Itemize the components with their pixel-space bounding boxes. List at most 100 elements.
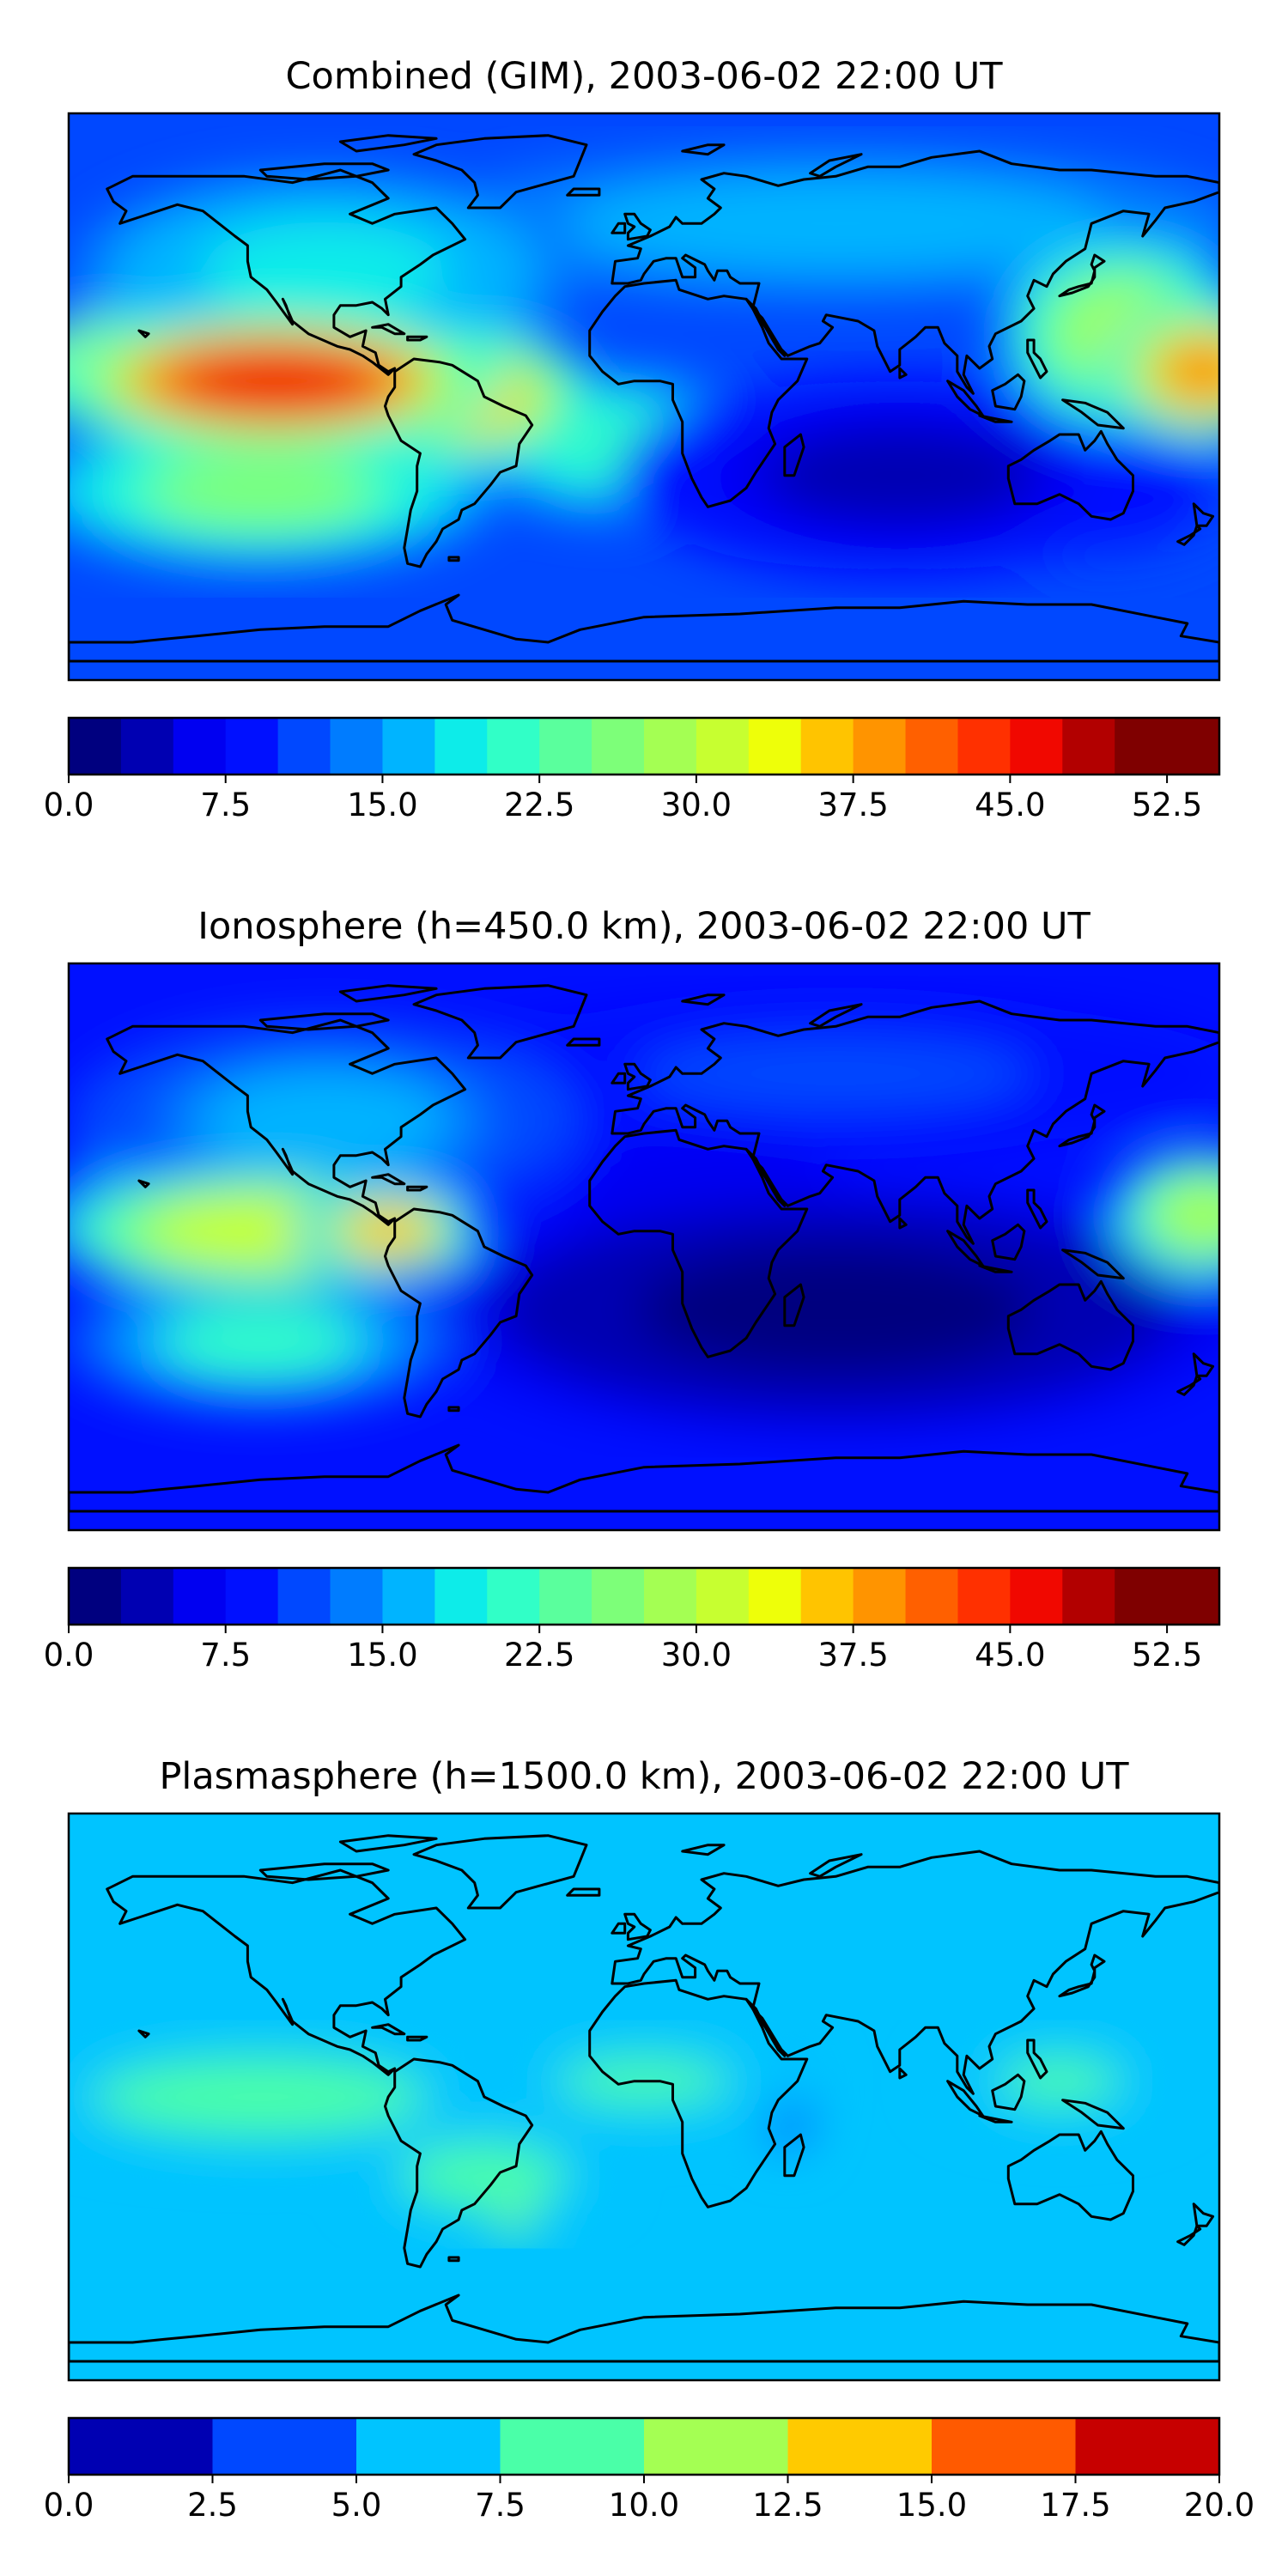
- coastline: [611, 222, 627, 234]
- coastline: [611, 149, 1219, 395]
- colorbar-tick-label: 22.5: [504, 787, 574, 823]
- colorbar-tick-label: 15.0: [896, 2487, 967, 2524]
- colorbar-segment: [539, 1568, 592, 1625]
- field-contour: [200, 1072, 449, 1170]
- coastline: [412, 134, 588, 210]
- coastline: [137, 329, 150, 338]
- colorbar-tick-label: 17.5: [1040, 2487, 1110, 2524]
- colorbar: 0.0 2.5 5.0 7.5 10.0 12.5 15.0 17.5 20.0: [44, 2416, 1255, 2524]
- coastline: [447, 2256, 460, 2263]
- colorbar-segment: [382, 1568, 435, 1625]
- coastline: [1026, 2038, 1048, 2080]
- colorbar-segment: [1167, 718, 1220, 775]
- colorbar-segment: [330, 718, 383, 775]
- coastlines: [69, 1834, 1219, 2363]
- coastline: [623, 1912, 652, 1941]
- colorbar-tick-label: 7.5: [200, 787, 251, 823]
- colorbar-segment: [800, 718, 854, 775]
- coastline: [1006, 429, 1134, 521]
- colorbar: 0.0 7.5 15.0 22.5 30.0 37.5 45.0 52.5: [44, 1566, 1221, 1674]
- field-contour: [763, 426, 1036, 525]
- colorbar-segment: [487, 718, 540, 775]
- coastline: [1061, 398, 1125, 430]
- coastline: [566, 187, 601, 197]
- panel-plasmasphere: Plasmasphere (h=1500.0 km), 2003-06-02 2…: [44, 1755, 1255, 2524]
- coastline: [338, 984, 438, 1003]
- coastline: [106, 168, 467, 376]
- colorbar-segment: [957, 718, 1011, 775]
- colorbar-segment: [644, 1568, 697, 1625]
- field-contour: [200, 222, 449, 320]
- colorbar-tick-label: 37.5: [817, 1637, 888, 1674]
- coastlines: [69, 134, 1219, 663]
- coastline: [338, 134, 438, 153]
- coastline: [623, 1062, 652, 1091]
- colorbar-segment: [592, 1568, 645, 1625]
- coastline: [1006, 1279, 1134, 1371]
- colorbar-tick-label: 52.5: [1132, 787, 1202, 823]
- coastline: [978, 2114, 1013, 2123]
- colorbar-segment: [1075, 2418, 1220, 2475]
- coastline: [783, 1283, 805, 1327]
- coastline: [898, 2067, 908, 2080]
- colorbar-segment: [69, 718, 122, 775]
- colorbar-segment: [487, 1568, 540, 1625]
- coastline: [384, 1207, 534, 1419]
- coastline: [137, 1179, 150, 1188]
- colorbar-segment: [748, 718, 802, 775]
- colorbar-tick-label: 5.0: [331, 2487, 382, 2524]
- colorbar-segment: [500, 2418, 645, 2475]
- colorbar-segment: [932, 2418, 1076, 2475]
- coastline: [588, 278, 809, 508]
- colorbar-segment: [853, 1568, 907, 1625]
- field-features: [69, 2031, 1188, 2239]
- field-contour: [161, 1307, 360, 1376]
- coastline: [611, 1850, 1219, 2095]
- coastline: [783, 433, 805, 477]
- colorbar-segment: [212, 2418, 357, 2475]
- coastline: [406, 335, 428, 342]
- coastline: [623, 212, 652, 241]
- colorbar-segment: [696, 1568, 750, 1625]
- coastline: [1058, 1953, 1106, 1998]
- colorbar-tick-label: 45.0: [975, 1637, 1045, 1674]
- colorbar-segment: [748, 1568, 802, 1625]
- colorbar-segment: [382, 718, 435, 775]
- colorbar-segment: [905, 1568, 958, 1625]
- colorbar-frame: [67, 1566, 1221, 1626]
- coastline: [566, 1887, 601, 1897]
- colorbar-segment: [1062, 1568, 1115, 1625]
- field-contour: [137, 2067, 385, 2127]
- coastline: [681, 143, 726, 156]
- coastline: [681, 993, 726, 1006]
- coastline: [783, 2133, 805, 2178]
- field-contour: [637, 1036, 1035, 1110]
- coastline: [978, 414, 1013, 423]
- coastline: [406, 2035, 428, 2042]
- colorbar: 0.0 7.5 15.0 22.5 30.0 37.5 45.0 52.5: [44, 716, 1221, 823]
- coastline: [611, 999, 1219, 1245]
- coastline: [1026, 338, 1048, 380]
- colorbar-segment: [1010, 1568, 1063, 1625]
- colorbar-tick-label: 30.0: [661, 787, 732, 823]
- coastline: [371, 323, 406, 336]
- colorbar-segment: [1115, 718, 1168, 775]
- map-field: [69, 1814, 1219, 2380]
- colorbar-segment: [539, 718, 592, 775]
- map-frame: [67, 112, 1221, 682]
- field-features: [69, 148, 1219, 576]
- coastline: [258, 162, 390, 181]
- field-contour: [637, 1249, 1035, 1371]
- coastline: [744, 1997, 787, 2057]
- field-features: [69, 998, 1219, 1436]
- field-contour: [997, 2057, 1122, 2106]
- colorbar-segment: [853, 718, 907, 775]
- panel-title: Ionosphere (h=450.0 km), 2003-06-02 22:0…: [197, 905, 1091, 948]
- coastline: [681, 1844, 726, 1856]
- colorbar-segment: [644, 718, 697, 775]
- colorbar-segment: [800, 1568, 854, 1625]
- coastline: [406, 1185, 428, 1192]
- panel-title: Combined (GIM), 2003-06-02 22:00 UT: [285, 55, 1003, 98]
- coastline: [991, 373, 1026, 411]
- colorbar-segment: [356, 2418, 501, 2475]
